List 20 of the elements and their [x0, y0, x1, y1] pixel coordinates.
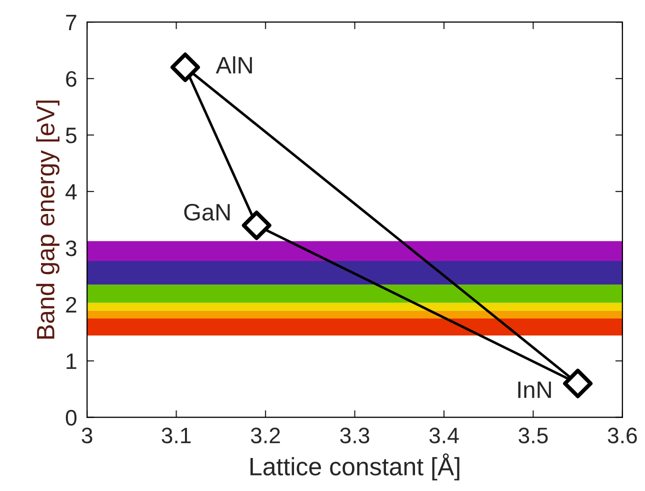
y-tick-label: 3: [66, 240, 76, 256]
annotation: InN: [518, 382, 551, 398]
x-tick-label: 3.1: [162, 428, 191, 444]
annotation: AlN: [216, 56, 252, 74]
x-axis-title: Lattice constant [Å]: [250, 453, 460, 480]
x-tick-label: 3: [82, 428, 92, 444]
annotation: GaN: [184, 204, 230, 221]
x-tick-label: 3.5: [518, 428, 548, 444]
y-axis-title: Band gap energy [eV]: [36, 100, 60, 339]
x-tick-label: 3.4: [429, 428, 459, 444]
x-tick-label: 3.2: [250, 428, 280, 444]
y-tick-label: 1: [66, 354, 76, 369]
y-tick-label: 2: [66, 296, 76, 312]
y-tick-label: 6: [66, 71, 76, 87]
y-tick-label: 0: [66, 410, 76, 426]
y-tick-label: 7: [66, 14, 76, 30]
y-tick-label: 4: [66, 184, 77, 200]
x-tick-label: 3.6: [608, 428, 637, 444]
x-tick-label: 3.3: [340, 428, 370, 444]
y-tick-label: 5: [66, 128, 76, 144]
